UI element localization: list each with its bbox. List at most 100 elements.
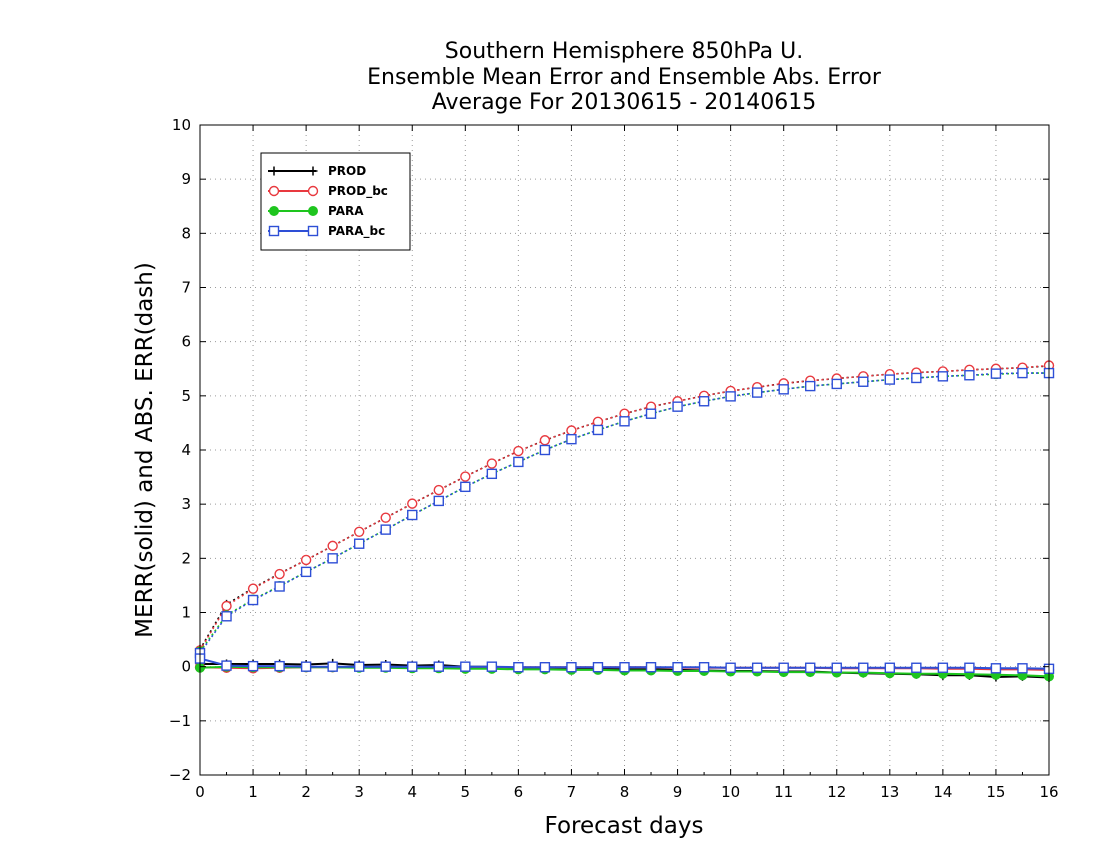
x-tick-label: 14 — [933, 783, 952, 801]
x-tick-label: 10 — [721, 783, 740, 801]
data-point — [380, 661, 391, 672]
data-point — [221, 611, 232, 622]
data-point — [698, 396, 710, 407]
series-line — [199, 372, 1049, 654]
data-point — [990, 368, 1002, 379]
legend: PROD PROD_bc PARA PARA_bc — [260, 152, 411, 251]
y-tick-label: 8 — [181, 224, 191, 242]
data-point — [327, 661, 338, 672]
data-point — [566, 662, 577, 673]
data-point — [353, 661, 365, 672]
data-point — [353, 538, 365, 549]
data-point — [937, 662, 949, 673]
chart-title-line-2: Ensemble Mean Error and Ensemble Abs. Er… — [367, 65, 882, 90]
data-point — [778, 384, 789, 395]
data-point — [407, 498, 418, 509]
legend-marker — [269, 206, 279, 216]
data-point — [433, 495, 444, 507]
x-tick-label: 12 — [827, 783, 846, 801]
data-point — [884, 374, 896, 385]
data-point — [884, 662, 896, 673]
data-point — [751, 387, 763, 398]
x-tick-label: 9 — [673, 783, 683, 801]
data-point — [460, 481, 471, 493]
data-point — [645, 408, 657, 419]
legend-marker — [268, 225, 280, 237]
y-tick-label: 9 — [181, 170, 191, 188]
legend-marker — [307, 225, 319, 237]
data-point — [513, 662, 524, 673]
data-point — [300, 661, 312, 672]
chart-title-line-3: Average For 20130615 - 20140615 — [432, 90, 817, 115]
data-point — [805, 380, 816, 392]
data-point — [247, 583, 259, 594]
x-tick-label: 1 — [248, 783, 258, 801]
data-point — [380, 524, 391, 535]
x-tick-label: 5 — [461, 783, 471, 801]
data-point — [566, 433, 577, 445]
data-point — [911, 372, 922, 384]
data-point — [964, 662, 975, 673]
y-tick-label: −1 — [169, 712, 191, 730]
data-point — [247, 594, 259, 606]
data-point — [672, 401, 683, 412]
data-point — [513, 456, 524, 468]
legend-marker — [308, 206, 318, 216]
y-tick-label: 2 — [181, 549, 191, 567]
y-tick-label: 3 — [181, 495, 191, 513]
legend-label: PARA — [328, 204, 364, 218]
series-line — [199, 364, 1050, 651]
legend-item: PROD — [268, 164, 366, 178]
data-point — [274, 568, 285, 580]
data-point — [407, 661, 418, 672]
data-point — [460, 471, 471, 482]
data-point — [327, 553, 338, 564]
data-point — [539, 435, 551, 446]
data-point — [911, 662, 922, 673]
y-tick-label: 7 — [181, 279, 191, 297]
x-tick-label: 2 — [301, 783, 311, 801]
data-point — [964, 370, 975, 381]
series-line — [199, 365, 1050, 650]
y-axis-label: MERR(solid) and ABS. ERR(dash) — [132, 262, 158, 638]
data-point — [1017, 367, 1028, 379]
x-tick-label: 11 — [774, 783, 793, 801]
data-point — [327, 540, 338, 552]
data-point — [645, 662, 657, 673]
data-point — [1017, 663, 1028, 674]
chart-title: Southern Hemisphere 850hPa U. Ensemble M… — [367, 39, 882, 115]
legend-marker — [307, 185, 319, 197]
x-tick-label: 16 — [1039, 783, 1058, 801]
data-point — [619, 662, 630, 673]
y-tick-label: 5 — [181, 387, 191, 405]
data-point — [725, 391, 736, 402]
data-point — [274, 660, 285, 672]
data-point — [831, 662, 842, 673]
y-tick-label: 1 — [181, 604, 191, 622]
y-tick-label: 6 — [181, 333, 191, 351]
data-point — [407, 509, 418, 521]
data-point — [486, 468, 498, 480]
x-axis-label: Forecast days — [545, 813, 704, 839]
legend-box — [260, 152, 411, 251]
legend-label: PROD_bc — [328, 184, 388, 199]
data-point — [672, 662, 683, 673]
data-point — [858, 662, 869, 673]
data-point — [274, 581, 285, 592]
data-point — [592, 424, 604, 436]
series-para-bc-merr — [194, 653, 1055, 675]
x-tick-label: 3 — [354, 783, 364, 801]
data-point — [247, 660, 259, 672]
legend-marker — [308, 166, 318, 176]
y-tick-label: 10 — [172, 116, 191, 134]
data-point — [698, 662, 710, 673]
y-tick-label: 0 — [181, 658, 191, 676]
data-point — [221, 660, 232, 671]
x-tick-label: 8 — [620, 783, 630, 801]
x-tick-label: 6 — [514, 783, 524, 801]
x-tick-label: 15 — [986, 783, 1005, 801]
data-point — [539, 662, 551, 673]
legend-marker — [268, 185, 280, 197]
data-point — [433, 661, 444, 672]
